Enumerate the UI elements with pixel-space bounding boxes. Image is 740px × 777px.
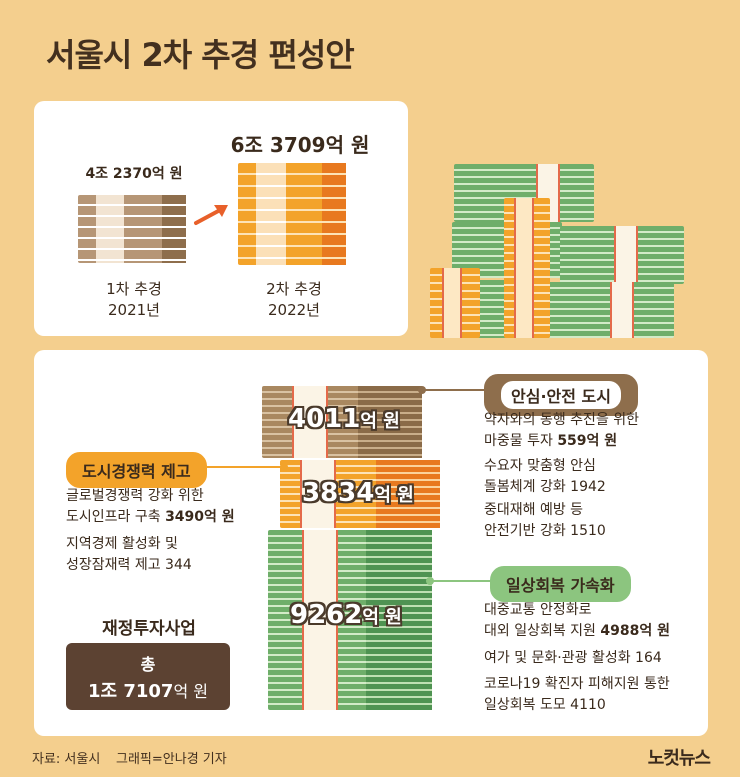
stack-safe-city (262, 386, 422, 458)
credit-text: 그래픽=안나경 기자 (116, 752, 227, 767)
fiscal-total-unit: 억 원 (173, 682, 208, 701)
stack-value-unit: 억 원 (374, 485, 414, 506)
item-value: 559억 원 (557, 433, 618, 449)
connector-rec (430, 580, 492, 582)
first-budget-label: 1차 추경 2021년 (74, 279, 194, 321)
first-label: 1차 추경 (106, 280, 162, 298)
fiscal-total-box: 총 1조 7107억 원 (66, 643, 230, 710)
tag-recovery: 일상회복 가속화 (490, 566, 631, 602)
stack-value-unit: 억 원 (360, 411, 400, 432)
stack-competitiveness (280, 460, 440, 528)
stack-value-number: 4011 (288, 404, 361, 434)
tag-safe-city-label: 안심·안전 도시 (501, 381, 621, 409)
item-line: 대외 일상회복 지원 (484, 623, 601, 639)
connector-dot (418, 386, 426, 394)
item-line: 지역경제 활성화 및 (66, 536, 178, 552)
item-line: 약자와의 동행 추진을 위한 (484, 412, 640, 428)
stack-value-recovery: 9262억 원 (290, 600, 402, 630)
source-text: 자료: 서울시 (32, 752, 101, 767)
tag-safe-city: 안심·안전 도시 (484, 374, 638, 416)
item-line: 성장잠재력 제고 344 (66, 557, 192, 573)
connector-safe (422, 389, 486, 391)
second-budget-amount: 6조 3709억 원 (230, 133, 370, 157)
fiscal-total-value: 1조 7107 (88, 681, 174, 702)
item-value: 3490억 원 (165, 509, 235, 525)
rec-item-3: 코로나19 확진자 피해지원 통한 일상회복 도모 4110 (484, 674, 670, 716)
item-line: 글로벌경쟁력 강화 위한 (66, 488, 204, 504)
comp-item-2: 지역경제 활성화 및 성장잠재력 제고 344 (66, 534, 192, 576)
item-line: 마중물 투자 (484, 433, 558, 449)
arrow-icon (194, 205, 228, 225)
fiscal-total-label: 총 (140, 655, 156, 674)
stack-recovery (268, 530, 432, 710)
safe-item-1: 약자와의 동행 추진을 위한 마중물 투자 559억 원 (484, 410, 639, 452)
item-line: 일상회복 도모 4110 (484, 697, 606, 713)
first-year: 2021년 (108, 301, 160, 319)
item-line: 도시인프라 구축 (66, 509, 166, 525)
comp-item-1: 글로벌경쟁력 강화 위한 도시인프라 구축 3490억 원 (66, 486, 235, 528)
connector-comp (200, 466, 284, 468)
item-line: 수요자 맞춤형 안심 (484, 458, 596, 474)
publisher-logo: 노컷뉴스 (647, 748, 711, 769)
stack-value-number: 3834 (302, 478, 375, 508)
first-budget-stack (78, 195, 186, 263)
item-value: 4988억 원 (600, 623, 670, 639)
item-line: 대중교통 안정화로 (484, 602, 592, 618)
rec-item-1: 대중교통 안정화로 대외 일상회복 지원 4988억 원 (484, 600, 670, 642)
second-budget-label: 2차 추경 2022년 (234, 279, 354, 321)
connector-dot (426, 577, 434, 585)
second-year: 2022년 (268, 301, 320, 319)
item-line: 안전기반 강화 1510 (484, 523, 606, 539)
stack-value-comp: 3834억 원 (302, 478, 414, 508)
second-budget-stack (238, 163, 346, 265)
second-label: 2차 추경 (266, 280, 322, 298)
safe-item-3: 중대재해 예방 등 안전기반 강화 1510 (484, 500, 606, 542)
stack-value-safe: 4011억 원 (288, 404, 400, 434)
fiscal-title: 재정투자사업 (102, 619, 196, 639)
item-line: 중대재해 예방 등 (484, 502, 584, 518)
item-line: 코로나19 확진자 피해지원 통한 (484, 676, 670, 692)
page-title: 서울시 2차 추경 편성안 (46, 36, 355, 74)
tag-competitiveness: 도시경쟁력 제고 (66, 452, 207, 488)
comparison-panel: 4조 2370억 원 6조 3709억 원 1차 추경 2021년 2차 추경 … (34, 101, 408, 336)
connector-dot (280, 463, 288, 471)
first-budget-amount: 4조 2370억 원 (85, 166, 183, 182)
item-line: 돌봄체계 강화 1942 (484, 479, 606, 495)
item-line: 여가 및 문화·관광 활성화 164 (484, 650, 662, 666)
safe-item-2: 수요자 맞춤형 안심 돌봄체계 강화 1942 (484, 456, 606, 498)
stack-value-unit: 억 원 (362, 607, 402, 628)
rec-item-2: 여가 및 문화·관광 활성화 164 (484, 648, 662, 669)
stack-value-number: 9262 (290, 600, 363, 630)
